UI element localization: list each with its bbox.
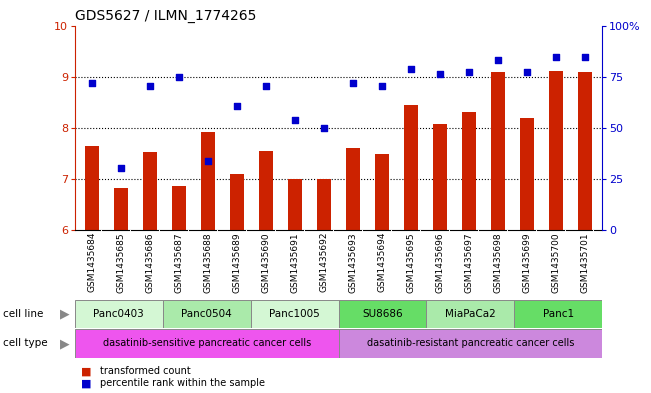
Bar: [288, 179, 302, 230]
Text: GSM1435685: GSM1435685: [117, 232, 126, 293]
Bar: [375, 154, 389, 230]
Text: ■: ■: [81, 378, 92, 388]
Point: [579, 54, 590, 61]
Text: GDS5627 / ILMN_1774265: GDS5627 / ILMN_1774265: [75, 9, 256, 23]
Bar: [85, 145, 100, 230]
Text: ▶: ▶: [60, 337, 70, 350]
Text: GSM1435690: GSM1435690: [262, 232, 271, 293]
Text: ■: ■: [81, 366, 92, 376]
Text: ▶: ▶: [60, 307, 70, 321]
Point: [290, 117, 300, 123]
Bar: [75, 329, 339, 358]
Text: GSM1435689: GSM1435689: [232, 232, 242, 293]
Bar: [251, 300, 339, 328]
Point: [464, 68, 474, 75]
Point: [406, 66, 416, 72]
Bar: [75, 300, 163, 328]
Bar: [201, 132, 215, 230]
Bar: [163, 300, 251, 328]
Bar: [339, 329, 602, 358]
Text: GSM1435687: GSM1435687: [174, 232, 184, 293]
Point: [377, 83, 387, 89]
Point: [493, 57, 503, 63]
Point: [145, 83, 156, 89]
Bar: [514, 300, 602, 328]
Text: cell type: cell type: [3, 338, 48, 349]
Point: [435, 71, 445, 77]
Point: [87, 80, 98, 86]
Text: GSM1435691: GSM1435691: [290, 232, 299, 293]
Bar: [577, 72, 592, 230]
Bar: [317, 179, 331, 230]
Bar: [346, 148, 360, 230]
Bar: [426, 300, 514, 328]
Text: Panc0403: Panc0403: [94, 309, 144, 319]
Point: [319, 125, 329, 131]
Text: GSM1435697: GSM1435697: [464, 232, 473, 293]
Text: GSM1435692: GSM1435692: [320, 232, 329, 292]
Bar: [404, 105, 418, 230]
Text: GSM1435693: GSM1435693: [348, 232, 357, 293]
Bar: [491, 72, 505, 230]
Text: dasatinib-resistant pancreatic cancer cells: dasatinib-resistant pancreatic cancer ce…: [367, 338, 574, 349]
Bar: [549, 70, 563, 230]
Text: MiaPaCa2: MiaPaCa2: [445, 309, 495, 319]
Bar: [462, 112, 476, 230]
Text: GSM1435699: GSM1435699: [522, 232, 531, 293]
Point: [232, 103, 242, 109]
Point: [116, 164, 126, 171]
Bar: [230, 174, 244, 230]
Bar: [172, 186, 186, 230]
Point: [348, 80, 358, 86]
Point: [174, 73, 184, 80]
Point: [203, 158, 214, 164]
Text: GSM1435700: GSM1435700: [551, 232, 561, 293]
Bar: [259, 151, 273, 230]
Text: GSM1435688: GSM1435688: [204, 232, 213, 293]
Text: GSM1435684: GSM1435684: [88, 232, 97, 292]
Text: transformed count: transformed count: [100, 366, 190, 376]
Text: GSM1435696: GSM1435696: [436, 232, 445, 293]
Bar: [339, 300, 426, 328]
Bar: [114, 188, 128, 230]
Text: GSM1435695: GSM1435695: [406, 232, 415, 293]
Bar: [433, 124, 447, 230]
Text: Panc1005: Panc1005: [270, 309, 320, 319]
Text: GSM1435698: GSM1435698: [493, 232, 503, 293]
Point: [261, 83, 271, 89]
Text: dasatinib-sensitive pancreatic cancer cells: dasatinib-sensitive pancreatic cancer ce…: [103, 338, 311, 349]
Point: [521, 68, 532, 75]
Bar: [519, 118, 534, 230]
Text: GSM1435686: GSM1435686: [146, 232, 155, 293]
Text: GSM1435694: GSM1435694: [378, 232, 387, 292]
Text: Panc0504: Panc0504: [182, 309, 232, 319]
Text: SU8686: SU8686: [362, 309, 403, 319]
Text: GSM1435701: GSM1435701: [580, 232, 589, 293]
Bar: [143, 152, 158, 230]
Text: Panc1: Panc1: [543, 309, 574, 319]
Text: percentile rank within the sample: percentile rank within the sample: [100, 378, 264, 388]
Text: cell line: cell line: [3, 309, 44, 319]
Point: [551, 54, 561, 61]
